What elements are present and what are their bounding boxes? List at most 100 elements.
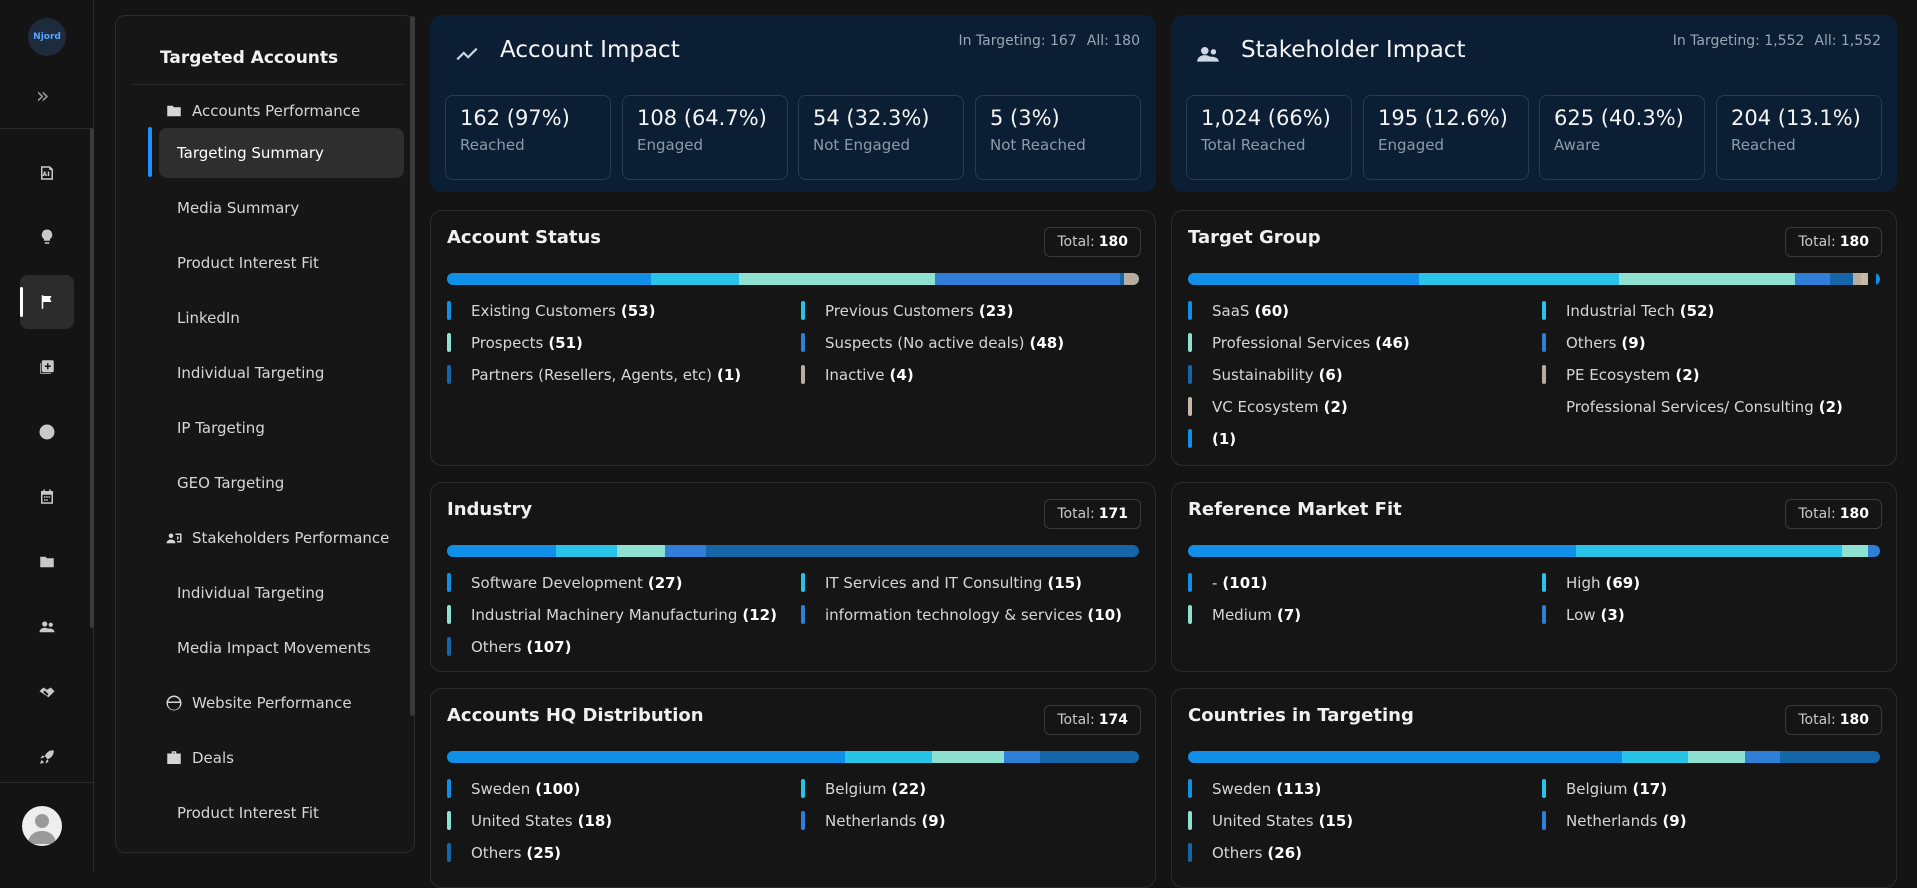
legend-item-others[interactable]: Others (25) [447,843,801,862]
rail-scrollbar[interactable] [90,128,94,628]
bar-segment-industrial-machinery-manufacturing[interactable] [616,545,666,557]
legend-swatch [801,605,805,624]
bar-segment-others[interactable] [1795,273,1830,285]
bar-segment-software-development[interactable] [447,545,557,557]
legend-item-prospects[interactable]: Prospects (51) [447,333,801,352]
bar-segment-prospects[interactable] [739,273,936,285]
bar-segment-inactive[interactable] [1123,273,1139,285]
bar-segment-pe-ecosystem[interactable] [1853,273,1861,285]
legend-item-software-development[interactable]: Software Development (27) [447,573,801,592]
bar-segment-belgium[interactable] [844,751,933,763]
legend-item-others[interactable]: Others (107) [447,637,801,656]
bar-segment-others[interactable] [1039,751,1139,763]
legend-item-sweden[interactable]: Sweden (100) [447,779,801,798]
nav-group-stakeholders-performance[interactable]: Stakeholders Performance [132,513,404,563]
bar-segment-low[interactable] [1868,545,1880,557]
legend-item-medium[interactable]: Medium (7) [1188,605,1542,624]
nav-group-label: Deals [192,749,234,767]
bar-segment-sweden[interactable] [1188,751,1623,763]
bar-segment-netherlands[interactable] [1003,751,1040,763]
legend-item-professional-services-consulting[interactable]: Professional Services/ Consulting (2) [1542,397,1882,416]
bar-segment-partners-resellers-agents-etc[interactable] [1119,273,1124,285]
ai-report-icon[interactable] [20,146,74,200]
user-avatar[interactable] [22,806,62,846]
briefcase-icon [167,751,181,764]
nav-item-media-impact-movements[interactable]: Media Impact Movements [132,623,404,673]
legend-item-high[interactable]: High (69) [1542,573,1882,592]
nav-item-product-interest-fit[interactable]: Product Interest Fit [132,238,404,288]
legend-item-industrial-tech[interactable]: Industrial Tech (52) [1542,301,1882,320]
legend-item-blank[interactable]: - (101) [1188,573,1542,592]
legend-item-belgium[interactable]: Belgium (22) [801,779,1141,798]
bar-segment-industrial-tech[interactable] [1418,273,1619,285]
nav-group-website-performance[interactable]: Website Performance [132,678,404,728]
nav-item-linkedin[interactable]: LinkedIn [132,293,404,343]
bar-segment-united-states[interactable] [932,751,1004,763]
bar-segment-blank[interactable] [1188,545,1577,557]
legend-item-it-services-and-it-consulting[interactable]: IT Services and IT Consulting (15) [801,573,1141,592]
bar-segment-it-services-and-it-consulting[interactable] [556,545,617,557]
rocket-icon[interactable] [20,730,74,784]
legend-item-inactive[interactable]: Inactive (4) [801,365,1141,384]
nav-group-deals[interactable]: Deals [132,733,404,783]
legend-item-previous-customers[interactable]: Previous Customers (23) [801,301,1141,320]
folder-icon[interactable] [20,535,74,589]
legend-item-united-states[interactable]: United States (18) [447,811,801,830]
bar-segment-others[interactable] [705,545,1139,557]
legend-item-blank[interactable]: (1) [1188,429,1542,448]
bar-segment-professional-services[interactable] [1618,273,1796,285]
nav-item-geo-targeting[interactable]: GEO Targeting [132,458,404,508]
bar-segment-medium[interactable] [1841,545,1869,557]
app-logo[interactable]: Njord [28,18,66,56]
bar-segment-united-states[interactable] [1687,751,1746,763]
bar-segment-sweden[interactable] [447,751,845,763]
nav-scrollbar[interactable] [410,16,415,716]
people-icon[interactable] [20,600,74,654]
nav-group-accounts-performance[interactable]: Accounts Performance [132,86,404,136]
legend-item-united-states[interactable]: United States (15) [1188,811,1542,830]
nav-item-media-summary[interactable]: Media Summary [132,183,404,233]
nav-item-stakeholder-individual-targeting[interactable]: Individual Targeting [132,568,404,618]
bar-segment-others[interactable] [1780,751,1880,763]
bar-segment-saas[interactable] [1188,273,1419,285]
legend-item-pe-ecosystem[interactable]: PE Ecosystem (2) [1542,365,1882,384]
legend-item-information-technology-services[interactable]: information technology & services (10) [801,605,1141,624]
nav-item-targeting-summary[interactable]: Targeting Summary [159,128,404,178]
legend-item-industrial-machinery-manufacturing[interactable]: Industrial Machinery Manufacturing (12) [447,605,801,624]
bar-segment-information-technology-services[interactable] [665,545,706,557]
legend-item-netherlands[interactable]: Netherlands (9) [1542,811,1882,830]
add-campaign-icon[interactable] [20,340,74,394]
legend-item-low[interactable]: Low (3) [1542,605,1882,624]
bar-segment-previous-customers[interactable] [650,273,740,285]
globe-icon[interactable] [20,405,74,459]
legend-item-suspects-no-active-deals[interactable]: Suspects (No active deals) (48) [801,333,1141,352]
bar-segment-professional-services-consulting[interactable] [1868,273,1877,285]
bar-segment-high[interactable] [1576,545,1842,557]
nav-item-individual-targeting[interactable]: Individual Targeting [132,348,404,398]
legend-item-sustainability[interactable]: Sustainability (6) [1188,365,1542,384]
expand-sidebar-icon[interactable]: » [36,84,50,109]
legend-item-existing-customers[interactable]: Existing Customers (53) [447,301,801,320]
handshake-icon[interactable] [20,665,74,719]
bar-segment-sustainability[interactable] [1830,273,1854,285]
bar-segment-netherlands[interactable] [1745,751,1781,763]
legend-item-partners-resellers-agents-etc[interactable]: Partners (Resellers, Agents, etc) (1) [447,365,801,384]
lightbulb-icon[interactable] [20,210,74,264]
legend-item-professional-services[interactable]: Professional Services (46) [1188,333,1542,352]
legend-item-vc-ecosystem[interactable]: VC Ecosystem (2) [1188,397,1542,416]
legend-item-others[interactable]: Others (9) [1542,333,1882,352]
nav-item-ip-targeting[interactable]: IP Targeting [132,403,404,453]
calendar-icon[interactable] [20,470,74,524]
legend-item-others[interactable]: Others (26) [1188,843,1542,862]
flag-icon[interactable] [20,275,74,329]
bar-segment-belgium[interactable] [1622,751,1688,763]
legend-item-sweden[interactable]: Sweden (113) [1188,779,1542,798]
legend-item-saas[interactable]: SaaS (60) [1188,301,1542,320]
bar-segment-vc-ecosystem[interactable] [1860,273,1869,285]
legend-item-belgium[interactable]: Belgium (17) [1542,779,1882,798]
nav-item-deals-product-interest-fit[interactable]: Product Interest Fit [132,788,404,838]
bar-segment-suspects-no-active-deals[interactable] [935,273,1120,285]
legend-item-netherlands[interactable]: Netherlands (9) [801,811,1141,830]
bar-segment-existing-customers[interactable] [447,273,651,285]
bar-segment-blank[interactable] [1876,273,1880,285]
